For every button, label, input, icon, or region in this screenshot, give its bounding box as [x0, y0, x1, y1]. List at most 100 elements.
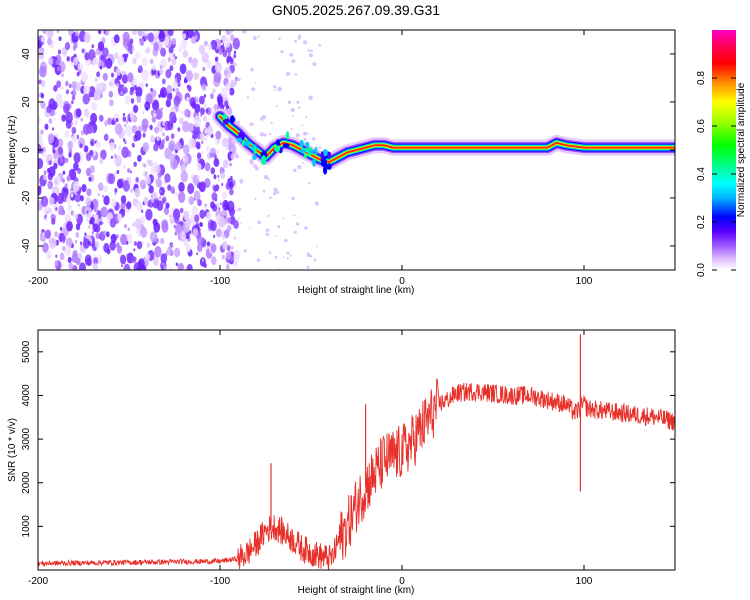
heatmap-speckle	[222, 234, 226, 240]
heatmap-speckle	[295, 133, 300, 138]
heatmap-speckle	[203, 115, 208, 122]
heatmap-speckle	[48, 98, 56, 110]
heatmap-speckle	[149, 124, 153, 131]
heatmap-speckle	[56, 65, 61, 72]
heatmap-speckle	[309, 53, 313, 58]
heatmap-speckle	[83, 32, 91, 44]
heatmap-speckle	[243, 249, 247, 253]
heatmap-speckle	[168, 93, 172, 100]
heatmap-speckle	[269, 196, 272, 199]
heatmap-speckle	[192, 228, 199, 237]
y-tick-label: 0	[21, 147, 32, 153]
heatmap-speckle	[273, 191, 277, 196]
heatmap-speckle	[102, 194, 104, 198]
heatmap-speckle	[302, 162, 304, 164]
heatmap-speckle	[131, 256, 137, 264]
heatmap-speckle	[237, 207, 242, 212]
heatmap-speckle	[269, 132, 272, 136]
heatmap-speckle	[229, 30, 234, 33]
heatmap-speckle	[188, 196, 195, 205]
heatmap-speckle	[114, 123, 123, 135]
heatmap-speckle	[96, 71, 100, 78]
ridge-blob	[236, 137, 242, 143]
heatmap-speckle	[232, 37, 240, 50]
heatmap-speckle	[182, 49, 188, 59]
heatmap-speckle	[184, 108, 190, 118]
snr-line-layer	[38, 334, 675, 570]
heatmap-speckle	[171, 57, 177, 66]
heatmap-speckle	[170, 217, 175, 225]
heatmap-speckle	[233, 62, 237, 67]
heatmap-speckle	[153, 198, 158, 205]
heatmap-speckle	[65, 80, 69, 86]
heatmap-speckle	[155, 165, 161, 174]
y-tick-label: 1000	[21, 515, 32, 538]
heatmap-speckle	[94, 241, 100, 249]
heatmap-speckle	[177, 106, 180, 111]
heatmap-speckle	[221, 191, 227, 200]
heatmap-speckle	[109, 99, 114, 107]
heatmap-speckle	[230, 251, 235, 257]
heatmap-speckle	[166, 84, 173, 94]
heatmap-speckle	[204, 128, 209, 134]
heatmap-speckle	[133, 78, 138, 86]
heatmap-speckle	[275, 105, 278, 108]
heatmap-speckle	[202, 66, 206, 72]
heatmap-speckle	[306, 252, 310, 256]
heatmap-speckle	[249, 122, 253, 127]
ridge-blob	[285, 131, 290, 140]
heatmap-speckle	[111, 155, 113, 159]
colorbar-gradient	[712, 30, 736, 270]
heatmap-speckle	[197, 236, 203, 245]
heatmap-speckle	[222, 159, 229, 169]
heatmap-speckle	[125, 45, 129, 51]
heatmap-speckle	[303, 40, 308, 45]
heatmap-speckle	[135, 86, 143, 98]
heatmap-speckle	[312, 137, 316, 141]
heatmap-speckle	[131, 125, 138, 134]
heatmap-speckle	[127, 168, 131, 173]
heatmap-speckle	[42, 30, 47, 35]
heatmap-speckle	[132, 57, 137, 65]
heatmap-speckle	[106, 248, 111, 255]
heatmap-speckle	[124, 124, 126, 127]
heatmap-speckle	[114, 52, 119, 59]
x-tick-label: -200	[28, 576, 48, 587]
ridge-blob	[326, 163, 332, 170]
heatmap-speckle	[161, 138, 166, 145]
heatmap-speckle	[82, 93, 90, 105]
y-tick-label: 20	[21, 96, 32, 108]
heatmap-speckle	[229, 188, 234, 196]
heatmap-speckle	[48, 118, 53, 124]
heatmap-speckle	[38, 40, 42, 50]
heatmap-speckle	[210, 39, 218, 50]
heatmap-speckle	[120, 91, 124, 96]
heatmap-speckle	[100, 206, 108, 218]
heatmap-speckle	[109, 218, 116, 228]
heatmap-speckle	[120, 233, 128, 246]
heatmap-speckle	[287, 100, 292, 105]
heatmap-speckle	[164, 147, 172, 160]
heatmap-speckle	[85, 197, 92, 207]
heatmap-speckle	[91, 44, 95, 49]
heatmap-speckle	[111, 119, 115, 126]
heatmap-speckle	[142, 132, 146, 138]
heatmap-speckle	[308, 181, 311, 185]
heatmap-speckle	[277, 86, 282, 92]
heatmap-speckle	[103, 30, 106, 35]
heatmap-speckle	[289, 52, 294, 57]
heatmap-speckle	[49, 196, 55, 206]
heatmap-speckle	[227, 217, 232, 224]
heatmap-speckle	[133, 104, 139, 113]
heatmap-speckle	[100, 149, 107, 160]
heatmap-speckle	[142, 57, 148, 67]
heatmap-speckle	[49, 237, 57, 249]
heatmap-speckle	[64, 189, 67, 193]
heatmap-speckle	[203, 94, 207, 98]
heatmap-speckle	[58, 36, 62, 41]
ridge-blob	[275, 139, 280, 147]
heatmap-speckle	[183, 210, 190, 221]
heatmap-speckle	[214, 56, 219, 62]
heatmap-speckle	[172, 88, 175, 92]
heatmap-speckle	[196, 152, 202, 160]
